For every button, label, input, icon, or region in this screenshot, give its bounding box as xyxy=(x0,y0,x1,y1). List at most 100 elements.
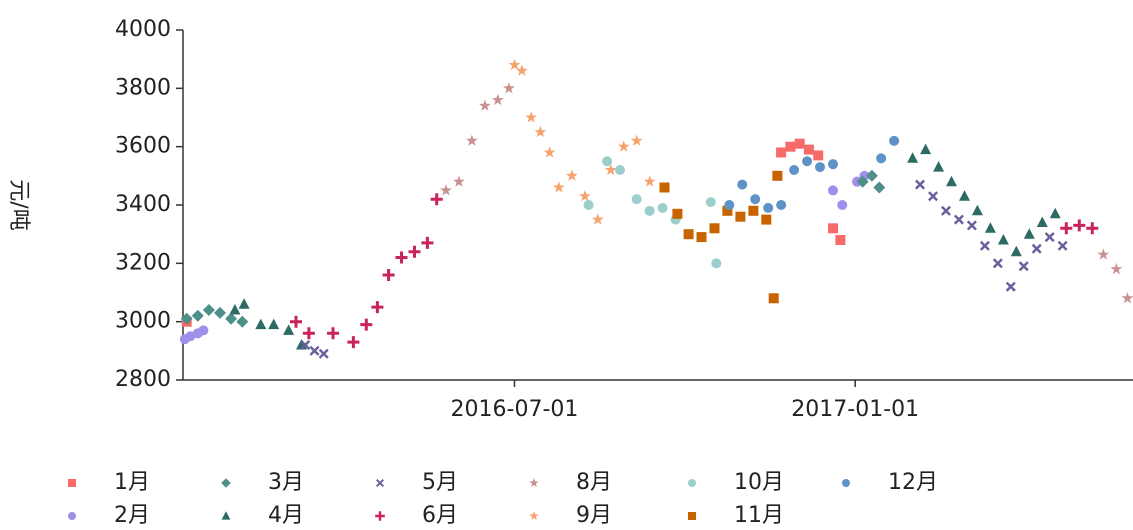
point xyxy=(979,240,990,251)
legend-marker xyxy=(529,511,539,520)
point xyxy=(1023,228,1035,239)
point xyxy=(920,143,932,155)
point xyxy=(360,318,373,331)
point xyxy=(997,234,1009,245)
point xyxy=(763,202,774,213)
point xyxy=(873,181,886,194)
point xyxy=(578,190,591,202)
point xyxy=(543,146,556,158)
point xyxy=(1121,292,1133,304)
point xyxy=(946,175,957,187)
point xyxy=(553,181,565,193)
point xyxy=(1005,281,1016,292)
point xyxy=(1036,216,1048,227)
point xyxy=(941,205,951,216)
point xyxy=(644,205,655,216)
point xyxy=(815,162,826,173)
point xyxy=(984,222,996,233)
point xyxy=(300,340,311,350)
point xyxy=(1057,240,1068,251)
point xyxy=(1018,261,1029,272)
y-tick-label: 2800 xyxy=(115,367,171,392)
y-tick-label: 3200 xyxy=(115,250,171,275)
point xyxy=(1044,232,1055,243)
y-tick-label: 4000 xyxy=(115,17,171,42)
point xyxy=(803,144,814,155)
point xyxy=(515,64,528,76)
point xyxy=(992,258,1003,269)
point xyxy=(768,293,779,304)
point xyxy=(236,315,249,328)
point xyxy=(837,200,848,210)
point xyxy=(966,220,977,231)
point xyxy=(802,156,813,167)
point xyxy=(591,213,604,225)
point xyxy=(761,214,772,225)
point xyxy=(776,147,787,158)
point xyxy=(672,208,683,219)
point xyxy=(602,156,613,167)
point xyxy=(789,165,800,175)
point xyxy=(959,190,970,201)
point xyxy=(1110,262,1123,275)
point xyxy=(617,140,630,152)
legend-label: 12月 xyxy=(888,470,938,495)
point xyxy=(255,318,267,330)
point xyxy=(865,169,878,182)
point xyxy=(1073,219,1086,232)
point xyxy=(503,82,515,94)
legend-marker xyxy=(221,478,231,488)
point xyxy=(202,304,215,316)
point xyxy=(1086,222,1099,235)
point xyxy=(683,229,694,240)
legend-label: 11月 xyxy=(734,503,784,528)
point xyxy=(724,200,735,210)
point xyxy=(371,301,384,314)
legend-marker xyxy=(688,512,696,520)
legend-label: 8月 xyxy=(576,470,612,495)
y-axis-label: 元/吨 xyxy=(6,179,31,230)
point xyxy=(1097,248,1110,260)
point xyxy=(525,111,538,123)
legend-label: 10月 xyxy=(734,470,784,495)
point xyxy=(828,159,838,170)
point xyxy=(191,309,204,322)
y-tick-label: 3600 xyxy=(115,134,171,159)
point xyxy=(1010,245,1022,257)
y-tick-label: 3000 xyxy=(115,309,171,334)
point xyxy=(1031,243,1042,254)
point xyxy=(828,223,838,234)
point xyxy=(508,58,521,71)
point xyxy=(238,298,250,309)
point xyxy=(776,200,787,210)
point xyxy=(915,179,925,190)
point xyxy=(491,93,504,106)
point xyxy=(813,150,824,161)
legend-marker xyxy=(688,479,696,487)
point xyxy=(327,327,339,340)
point xyxy=(421,236,434,249)
legend-marker xyxy=(68,479,76,487)
point xyxy=(408,245,421,258)
y-tick-label: 3800 xyxy=(115,75,171,100)
legend-marker xyxy=(375,511,385,521)
point xyxy=(534,125,547,138)
point xyxy=(835,235,846,245)
legend-label: 9月 xyxy=(576,503,612,528)
legend-label: 3月 xyxy=(268,470,304,495)
point xyxy=(604,163,617,176)
point xyxy=(748,205,759,216)
legend-marker xyxy=(842,479,850,487)
point xyxy=(630,134,643,146)
point xyxy=(268,318,280,330)
point xyxy=(225,312,238,325)
point xyxy=(453,175,465,187)
point xyxy=(785,141,796,152)
point xyxy=(309,345,320,356)
point xyxy=(395,251,408,264)
point xyxy=(735,211,746,222)
point xyxy=(1060,222,1073,235)
point xyxy=(214,306,226,319)
point xyxy=(302,327,315,340)
